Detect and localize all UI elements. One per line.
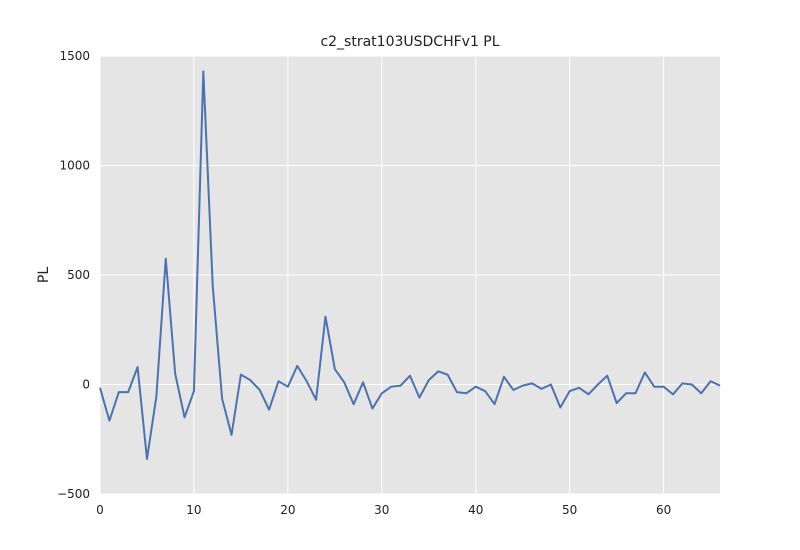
y-tick-label: 1500 (59, 49, 90, 63)
x-tick-label: 30 (374, 503, 389, 517)
x-tick-label: 50 (562, 503, 577, 517)
x-tick-label: 60 (656, 503, 671, 517)
chart-title: c2_strat103USDCHFv1 PL (320, 34, 499, 50)
x-tick-label: 0 (96, 503, 104, 517)
x-axis-ticks: 0 10 20 30 40 50 60 (96, 503, 671, 517)
series-group (99, 70, 721, 460)
x-tick-label: 20 (280, 503, 295, 517)
y-tick-label: 0 (82, 378, 90, 392)
y-tick-label: 500 (67, 268, 90, 282)
y-axis-ticks: −500 0 500 1000 1500 (57, 49, 90, 501)
y-tick-label: 1000 (59, 159, 90, 173)
x-tick-label: 10 (186, 503, 201, 517)
y-tick-label: −500 (57, 487, 90, 501)
x-tick-label: 40 (468, 503, 483, 517)
y-axis-label: PL (36, 267, 52, 283)
grid-lines (99, 55, 720, 495)
